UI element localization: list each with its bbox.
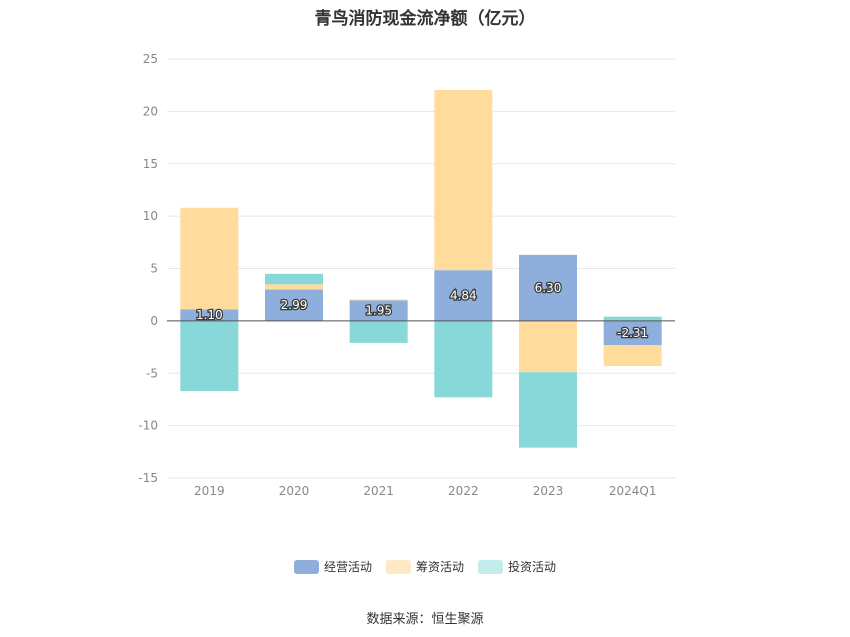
bar-segment — [349, 300, 408, 321]
bar-segment — [349, 299, 408, 301]
data-label: 1.95 — [365, 304, 392, 318]
bar-segment — [434, 270, 493, 321]
bar-segment — [519, 372, 577, 448]
y-tick-label: 10 — [143, 209, 158, 223]
data-label: 2.99 — [281, 298, 308, 312]
bar-segment — [519, 254, 577, 321]
bar-segment — [519, 320, 577, 373]
legend-label: 经营活动 — [323, 560, 372, 574]
bar-segment — [265, 284, 323, 290]
bar-segment — [603, 320, 662, 346]
bar-segment — [180, 309, 239, 321]
bar-segment — [603, 345, 662, 367]
y-tick-label: -10 — [138, 419, 158, 433]
bar-segment — [180, 320, 239, 392]
x-tick-label: 2020 — [279, 484, 310, 498]
x-tick-label: 2021 — [363, 484, 394, 498]
data-label: 4.84 — [450, 289, 477, 303]
y-tick-label: 25 — [143, 52, 158, 66]
x-tick-label: 2022 — [448, 484, 479, 498]
legend-item[interactable]: 筹资活动 — [385, 558, 464, 575]
bar-segment — [434, 90, 493, 271]
bar-segment — [180, 207, 239, 310]
legend-label: 筹资活动 — [415, 560, 464, 574]
data-label: 6.30 — [535, 281, 562, 295]
bar-segment — [349, 320, 408, 343]
bar-segment — [265, 273, 323, 285]
legend-label: 投资活动 — [508, 560, 557, 574]
chart-title: 青鸟消防现金流净额（亿元） — [314, 9, 536, 29]
bar-segment — [265, 289, 323, 321]
legend-swatch — [478, 559, 503, 574]
legend-item[interactable]: 经营活动 — [293, 558, 372, 575]
y-tick-label: 5 — [150, 262, 158, 276]
data-label: -2.31 — [617, 326, 648, 340]
x-tick-label: 2019 — [194, 484, 225, 498]
legend-item[interactable]: 投资活动 — [478, 558, 556, 575]
x-tick-label: 2024Q1 — [609, 484, 657, 498]
y-tick-label: 20 — [143, 104, 158, 118]
y-tick-label: -15 — [138, 471, 158, 485]
grid-lines — [167, 58, 675, 479]
bars — [180, 90, 662, 448]
legend-swatch — [385, 559, 411, 574]
x-axis-ticks: 2019 2020 2021 2022 2023 2024Q1 — [194, 484, 656, 498]
y-tick-label: 0 — [150, 314, 158, 328]
source-note: 数据来源：恒生聚源 — [366, 612, 484, 627]
legend: 经营活动 筹资活动 投资活动 — [0, 558, 850, 575]
x-tick-label: 2023 — [533, 484, 564, 498]
bar-segment — [434, 320, 493, 398]
y-tick-label: 15 — [143, 157, 158, 171]
bar-segment — [603, 316, 662, 321]
y-tick-label: -5 — [146, 366, 158, 380]
data-labels: 1.10 2.99 1.95 4.84 6.30 -2.31 — [195, 280, 650, 342]
legend-swatch — [293, 559, 319, 574]
data-label: 1.10 — [196, 308, 223, 322]
y-axis-ticks: -15 -10 -5 0 5 10 15 20 25 — [138, 52, 158, 485]
